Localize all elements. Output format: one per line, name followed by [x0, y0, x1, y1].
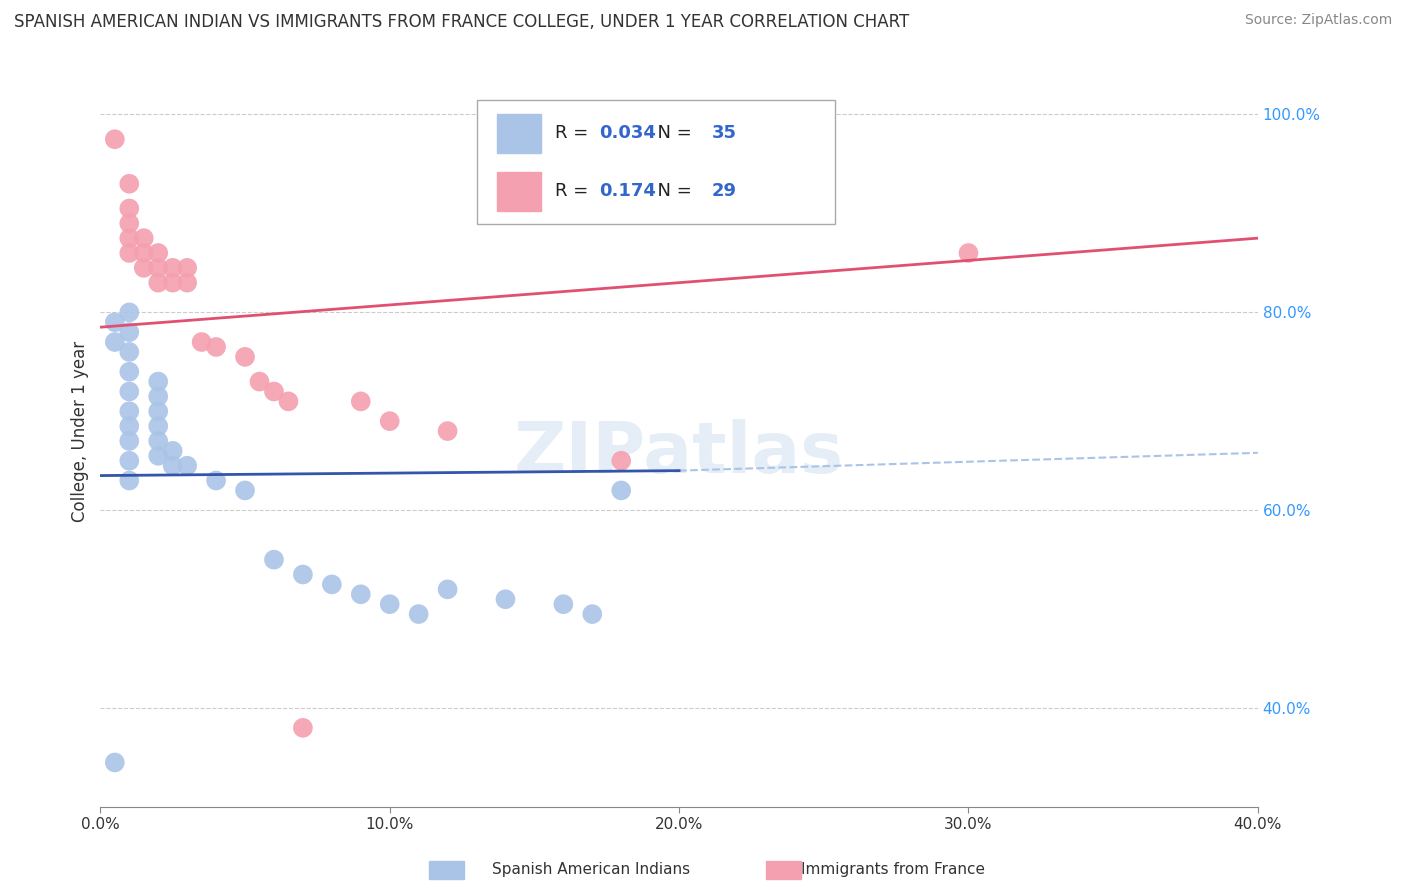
Point: [321, 577, 343, 591]
Point: [263, 384, 285, 399]
Point: [104, 334, 127, 349]
Point: [190, 334, 212, 349]
Point: [118, 177, 141, 191]
Point: [233, 483, 256, 498]
Point: [118, 384, 141, 399]
Y-axis label: College, Under 1 year: College, Under 1 year: [72, 341, 89, 522]
Point: [291, 721, 314, 735]
Point: [118, 454, 141, 468]
Text: SPANISH AMERICAN INDIAN VS IMMIGRANTS FROM FRANCE COLLEGE, UNDER 1 YEAR CORRELAT: SPANISH AMERICAN INDIAN VS IMMIGRANTS FR…: [14, 13, 910, 31]
Text: 29: 29: [711, 182, 737, 200]
Point: [610, 483, 633, 498]
Bar: [498, 114, 541, 153]
Point: [132, 231, 155, 245]
Point: [581, 607, 603, 621]
Point: [118, 419, 141, 434]
Point: [162, 458, 184, 473]
Point: [176, 260, 198, 275]
Point: [118, 434, 141, 448]
Point: [132, 246, 155, 260]
Point: [495, 592, 517, 607]
Point: [162, 260, 184, 275]
Point: [132, 260, 155, 275]
Point: [148, 434, 170, 448]
Point: [436, 424, 458, 438]
Text: 35: 35: [711, 124, 737, 143]
Point: [148, 419, 170, 434]
Point: [263, 552, 285, 566]
Point: [813, 107, 835, 121]
Point: [118, 325, 141, 339]
Point: [118, 216, 141, 230]
Point: [104, 315, 127, 329]
Text: Immigrants from France: Immigrants from France: [801, 863, 986, 877]
Bar: [498, 171, 541, 211]
Point: [118, 231, 141, 245]
Point: [176, 276, 198, 290]
Text: 0.174: 0.174: [599, 182, 657, 200]
Text: N =: N =: [645, 182, 697, 200]
Text: 0.034: 0.034: [599, 124, 657, 143]
Point: [162, 443, 184, 458]
Point: [378, 597, 401, 611]
Point: [104, 756, 127, 770]
Point: [148, 246, 170, 260]
Point: [205, 340, 228, 354]
Point: [118, 474, 141, 488]
Point: [610, 454, 633, 468]
Point: [118, 305, 141, 319]
Point: [408, 607, 430, 621]
Text: ZIPatlas: ZIPatlas: [515, 419, 844, 488]
FancyBboxPatch shape: [477, 100, 835, 224]
Point: [350, 394, 373, 409]
Point: [104, 132, 127, 146]
Point: [205, 474, 228, 488]
Point: [118, 345, 141, 359]
Point: [553, 597, 575, 611]
Point: [291, 567, 314, 582]
Point: [378, 414, 401, 428]
Point: [233, 350, 256, 364]
Text: R =: R =: [555, 124, 595, 143]
Text: R =: R =: [555, 182, 595, 200]
Point: [118, 202, 141, 216]
Point: [957, 246, 980, 260]
Text: N =: N =: [645, 124, 697, 143]
Point: [249, 375, 271, 389]
Point: [148, 449, 170, 463]
Point: [148, 404, 170, 418]
Point: [162, 276, 184, 290]
Text: Source: ZipAtlas.com: Source: ZipAtlas.com: [1244, 13, 1392, 28]
Point: [118, 404, 141, 418]
Point: [148, 375, 170, 389]
Point: [118, 365, 141, 379]
Point: [350, 587, 373, 601]
Point: [118, 246, 141, 260]
Point: [176, 458, 198, 473]
Point: [148, 276, 170, 290]
Point: [436, 582, 458, 597]
Point: [277, 394, 299, 409]
Text: Spanish American Indians: Spanish American Indians: [492, 863, 690, 877]
Point: [148, 260, 170, 275]
Point: [148, 389, 170, 403]
